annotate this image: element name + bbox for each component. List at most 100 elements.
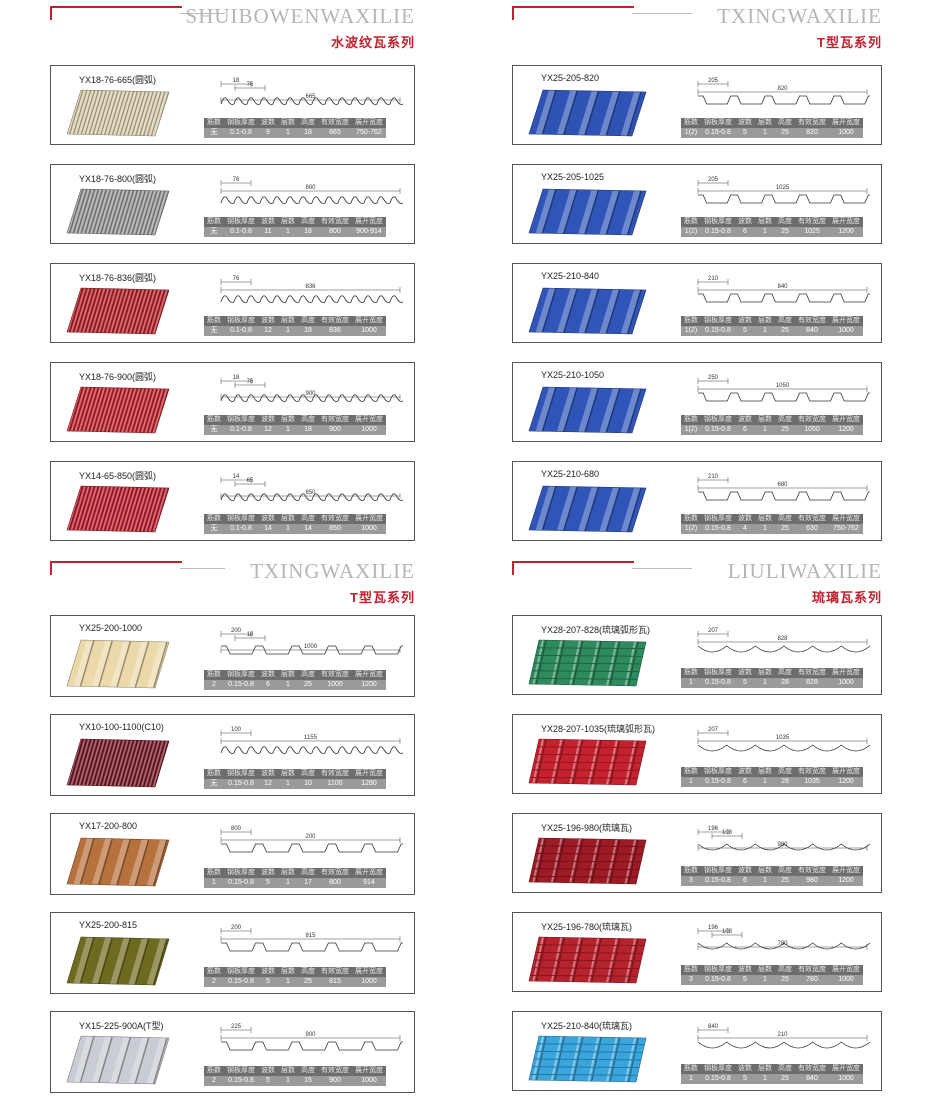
spec-value-cell: 1280 bbox=[352, 779, 386, 789]
product-model-name: YX17-200-800 bbox=[79, 821, 138, 831]
spec-header-cell: 有效宽度 bbox=[795, 767, 829, 777]
dimension-label: 840 bbox=[708, 1024, 719, 1030]
dimension-label: 1155 bbox=[304, 735, 318, 741]
spec-value-cell: 0.1-0.8 bbox=[224, 227, 258, 237]
spec-header-cell: 高度 bbox=[775, 866, 795, 876]
dimension-label: 250 bbox=[708, 375, 719, 381]
spec-header-row: 筋数 钢板厚度 波数 层数 高度 有效宽度 展开宽度 bbox=[681, 118, 863, 128]
spec-value-cell: 1000 bbox=[829, 128, 863, 138]
product-card[interactable]: YX15-225-900A(T型) 225 900 筋数 钢板厚度 波数 层数 高度 有效宽度展… bbox=[50, 1011, 415, 1093]
product-card[interactable]: YX18-76-665(圆弧) 18 76 665 筋数 钢板厚度 波数 层数 高度 有效宽度 展开… bbox=[50, 65, 415, 145]
product-card[interactable]: YX25-210-840(琉璃瓦) 840 210 筋数 钢板厚度 波数 层数 高度 有效宽度展… bbox=[512, 1011, 882, 1091]
spec-value-cell: 18 bbox=[298, 425, 318, 435]
spec-header-cell: 波数 bbox=[735, 217, 755, 227]
product-card[interactable]: YX14-65-850(圆弧) 14 65 850 筋数 钢板厚度 波数 层数 高度 有效宽度 展开… bbox=[50, 461, 415, 541]
spec-header-cell: 层数 bbox=[278, 769, 298, 779]
spec-header-cell: 波数 bbox=[735, 866, 755, 876]
header-divider bbox=[632, 13, 692, 14]
dimension-label: 210 bbox=[708, 276, 719, 282]
dimension-label: 665 bbox=[305, 94, 316, 100]
product-card[interactable]: YX17-200-800 800 200 筋数 钢板厚度 波数 层数 高度 有效宽度 展开宽度 1 0… bbox=[50, 813, 415, 895]
product-card[interactable]: YX25-205-820 205 820 筋数 钢板厚度 波数 层数 高度 有效宽度 展开宽度 1(… bbox=[512, 65, 882, 145]
spec-value-cell: 5 bbox=[735, 128, 755, 138]
dimension-label: 980 bbox=[777, 842, 788, 848]
spec-value-cell: 无 bbox=[204, 227, 224, 237]
spec-value-cell: 6 bbox=[735, 876, 755, 886]
spec-header-cell: 高度 bbox=[775, 217, 795, 227]
product-card[interactable]: YX25-210-1050 250 1050 筋数 钢板厚度 波数 层数 高度 有效宽度 展开宽度… bbox=[512, 362, 882, 442]
spec-value-cell: 914 bbox=[352, 878, 386, 888]
section-title-cn: 水波纹瓦系列 bbox=[330, 35, 415, 50]
spec-value-cell: 1 bbox=[278, 680, 298, 690]
spec-value-cell: 1 bbox=[204, 878, 224, 888]
spec-header-cell: 波数 bbox=[258, 217, 278, 227]
spec-value-cell: 0.1-0.8 bbox=[224, 425, 258, 435]
section-title-cn: 琉璃瓦系列 bbox=[811, 590, 882, 605]
spec-header-row: 筋数 钢板厚度 波数 层数 高度 有效宽度 展开宽度 bbox=[204, 967, 386, 977]
spec-value-cell: 815 bbox=[318, 977, 352, 987]
spec-header-cell: 层数 bbox=[278, 967, 298, 977]
spec-header-cell: 有效宽度 bbox=[318, 1066, 352, 1076]
product-card[interactable]: YX25-200-815 200 815 筋数 钢板厚度 波数 层数 高度 有效宽度 展开宽度 2 0… bbox=[50, 912, 415, 994]
dimension-label: 900 bbox=[305, 391, 316, 397]
section-title-en: TXINGWAXILIE bbox=[250, 559, 415, 583]
spec-header-cell: 高度 bbox=[298, 316, 318, 326]
profile-diagram: 210 840 bbox=[693, 272, 875, 317]
spec-header-row: 筋数 钢板厚度 波数 层数 高度 有效宽度 展开宽度 bbox=[204, 514, 386, 524]
product-card[interactable]: YX18-76-836(圆弧) 76 836 筋数 钢板厚度 波数 层数 高度 有效宽度 展开宽度… bbox=[50, 263, 415, 343]
section-1: TXINGWAXILIE T型瓦系列 YX25-205-820 205 820 筋数 钢板厚… bbox=[512, 0, 882, 541]
product-card[interactable]: YX25-205-1025 205 1025 筋数 钢板厚度 波数 层数 高度 有效宽度 展开宽度… bbox=[512, 164, 882, 244]
product-model-name: YX18-76-900(圆弧) bbox=[79, 372, 157, 382]
spec-value-row: 无 0.1-0.8 11 1 18 800 900-914 bbox=[204, 227, 386, 237]
dimension-label: 225 bbox=[231, 1024, 242, 1030]
spec-value-cell: 25 bbox=[298, 680, 318, 690]
spec-header-cell: 波数 bbox=[258, 118, 278, 128]
spec-value-cell: 6 bbox=[735, 425, 755, 435]
product-card[interactable]: YX10-100-1100(C10) 100 1155 筋数 钢板厚度 波数 层数 高度 有效宽… bbox=[50, 714, 415, 796]
spec-header-cell: 层数 bbox=[755, 866, 775, 876]
spec-header-cell: 波数 bbox=[735, 767, 755, 777]
product-card[interactable]: YX25-196-980(琉璃瓦) 196 108 980 筋数 钢板厚度 波数 层数 高度 有效… bbox=[512, 813, 882, 893]
spec-value-cell: 15 bbox=[298, 1076, 318, 1086]
section-title-en: TXINGWAXILIE bbox=[717, 4, 882, 28]
spec-header-cell: 展开宽度 bbox=[352, 415, 386, 425]
spec-header-row: 筋数 钢板厚度 波数 层数 高度 有效宽度 展开宽度 bbox=[204, 769, 386, 779]
profile-diagram: 840 210 bbox=[693, 1020, 875, 1065]
spec-header-cell: 层数 bbox=[755, 1064, 775, 1074]
spec-value-row: 2 0.15-0.8 6 1 25 1000 1200 bbox=[204, 680, 386, 690]
spec-header-cell: 高度 bbox=[775, 118, 795, 128]
spec-value-cell: 2 bbox=[204, 977, 224, 987]
spec-header-cell: 波数 bbox=[258, 769, 278, 779]
product-card[interactable]: YX28-207-828(琉璃弧形瓦) 207 828 筋数 钢板厚度 波数 层数 高度 有效宽… bbox=[512, 615, 882, 695]
spec-header-cell: 有效宽度 bbox=[795, 118, 829, 128]
spec-header-cell: 钢板厚度 bbox=[224, 670, 258, 680]
spec-value-cell: 4 bbox=[735, 524, 755, 534]
spec-value-cell: 1(2) bbox=[681, 326, 701, 336]
spec-value-cell: 1200 bbox=[829, 425, 863, 435]
spec-value-cell: 1(2) bbox=[681, 425, 701, 435]
product-card[interactable]: YX25-200-1000 200 18 1000 筋数 钢板厚度 波数 层数 高度 有效宽度 展开… bbox=[50, 615, 415, 697]
spec-value-cell: 1000 bbox=[829, 975, 863, 985]
spec-header-cell: 钢板厚度 bbox=[224, 868, 258, 878]
spec-value-cell: 800 bbox=[318, 227, 352, 237]
product-card[interactable]: YX25-196-780(琉璃瓦) 196 108 780 筋数 钢板厚度 波数 层数 高度 有效… bbox=[512, 912, 882, 992]
spec-header-cell: 筋数 bbox=[681, 1064, 701, 1074]
spec-value-cell: 5 bbox=[258, 977, 278, 987]
spec-value-row: 1 0.15-0.8 5 1 17 800 914 bbox=[204, 878, 386, 888]
spec-value-cell: 1000 bbox=[352, 1076, 386, 1086]
spec-value-row: 1(2) 0.15-0.8 4 1 25 630 750-762 bbox=[681, 524, 863, 534]
product-model-name: YX15-225-900A(T型) bbox=[79, 1021, 164, 1031]
spec-value-cell: 14 bbox=[298, 524, 318, 534]
section-3: LIULIWAXILIE 琉璃瓦系列 YX28-207-828(琉璃弧形瓦) 207 8… bbox=[512, 555, 882, 1091]
spec-value-cell: 5 bbox=[258, 1076, 278, 1086]
spec-header-cell: 展开宽度 bbox=[829, 965, 863, 975]
spec-value-cell: 0.15-0.8 bbox=[701, 678, 735, 688]
product-card[interactable]: YX25-210-840 210 840 筋数 钢板厚度 波数 层数 高度 有效宽度 展开宽度 1(… bbox=[512, 263, 882, 343]
spec-value-cell: 无 bbox=[204, 128, 224, 138]
spec-header-cell: 筋数 bbox=[681, 767, 701, 777]
product-card[interactable]: YX18-76-800(圆弧) 76 800 筋数 钢板厚度 波数 层数 高度 有效宽度 展开宽度… bbox=[50, 164, 415, 244]
product-card[interactable]: YX18-76-900(圆弧) 18 76 900 筋数 钢板厚度 波数 层数 高度 有效宽度 展开… bbox=[50, 362, 415, 442]
product-card[interactable]: YX28-207-1035(琉璃弧形瓦) 207 1035 筋数 钢板厚度 波数 层数 高度有… bbox=[512, 714, 882, 794]
spec-header-row: 筋数 钢板厚度 波数 层数 高度 有效宽度 展开宽度 bbox=[681, 965, 863, 975]
product-card[interactable]: YX25-210-680 210 680 筋数 钢板厚度 波数 层数 高度 有效宽度 展开宽度 1(… bbox=[512, 461, 882, 541]
